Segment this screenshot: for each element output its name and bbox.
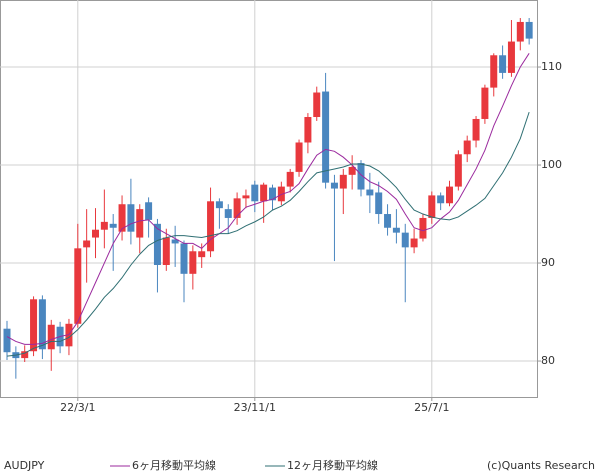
candle-body <box>525 21 533 39</box>
candle-body <box>481 87 489 119</box>
candle-body <box>454 154 462 187</box>
legend-label: 6ヶ月移動平均線 <box>132 458 216 472</box>
candle-body <box>516 21 524 42</box>
candle-body <box>118 204 126 232</box>
candle-body <box>463 140 471 155</box>
candle-body <box>286 171 294 187</box>
candle-body <box>490 55 498 88</box>
candle-body <box>357 163 365 190</box>
candle-body <box>242 195 250 199</box>
legend-label: 12ヶ月移動平均線 <box>287 458 378 472</box>
candle-body <box>392 227 400 233</box>
candle-body <box>348 166 356 175</box>
candle-body <box>295 142 303 172</box>
y-tick-label: 80 <box>541 354 555 367</box>
candle-body <box>330 182 338 189</box>
candle-body <box>269 187 276 201</box>
chart-title: AUDJPY <box>4 459 45 472</box>
credit: (c)Quants Research <box>487 459 595 472</box>
candle-body <box>3 328 11 353</box>
candle-body <box>507 41 515 73</box>
candle-body <box>339 174 347 189</box>
candle-body <box>109 223 117 228</box>
candle-body <box>21 351 29 359</box>
candle-body <box>136 209 144 238</box>
candle-body <box>419 217 427 239</box>
candle-body <box>401 232 409 248</box>
candle-body <box>260 184 268 202</box>
y-tick-label: 90 <box>541 256 555 269</box>
candle-body <box>428 195 436 218</box>
candle-body <box>30 299 38 352</box>
candle-body <box>313 92 321 118</box>
candle-body <box>366 189 374 196</box>
candle-body <box>180 243 188 274</box>
y-tick-label: 100 <box>541 158 562 171</box>
candle-body <box>304 117 312 143</box>
ma-line <box>6 111 530 357</box>
x-tick-label: 25/7/1 <box>414 401 449 414</box>
candle-body <box>38 299 46 350</box>
candle-body <box>410 238 418 248</box>
candle-body <box>162 237 170 265</box>
candle-body <box>207 201 215 252</box>
candle-body <box>215 201 223 209</box>
candle-body <box>224 209 232 218</box>
candle-body <box>189 251 197 274</box>
candle-body <box>446 186 453 204</box>
candle-body <box>375 192 383 215</box>
candle-body <box>499 55 507 73</box>
candle-body <box>437 195 445 204</box>
candle-body <box>472 118 480 141</box>
x-tick-label: 22/3/1 <box>60 401 95 414</box>
candle-body <box>198 251 206 258</box>
candle-body <box>153 223 161 265</box>
candle-body <box>47 324 55 350</box>
candle-body <box>251 184 259 202</box>
x-tick-label: 23/11/1 <box>234 401 276 414</box>
ma-line <box>6 53 530 345</box>
candle-body <box>127 204 135 232</box>
candle-body <box>233 198 241 218</box>
candle-body <box>83 240 91 248</box>
candle-body <box>92 229 99 238</box>
candle-body <box>322 91 330 183</box>
candle-body <box>384 214 392 228</box>
candle-body <box>100 221 108 230</box>
candle-body <box>145 202 153 220</box>
y-tick-label: 110 <box>541 60 562 73</box>
candle-body <box>171 239 179 244</box>
candle-body <box>74 248 82 324</box>
